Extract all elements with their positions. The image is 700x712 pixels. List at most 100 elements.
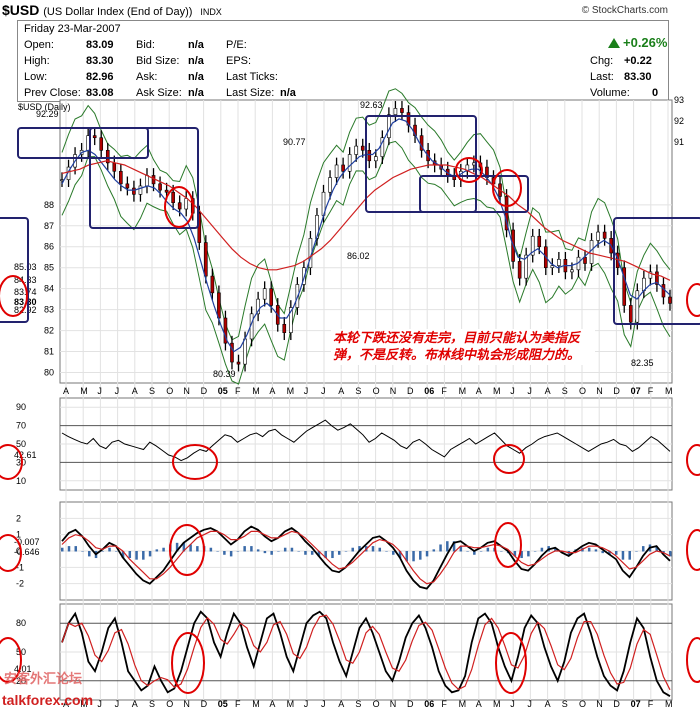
annotation-circle xyxy=(172,444,218,480)
macd-histogram-bar xyxy=(324,551,327,559)
chg-value: +0.22 xyxy=(624,55,652,67)
macd-histogram-bar xyxy=(290,547,294,552)
macd-line xyxy=(61,525,671,590)
ask-label: Ask: xyxy=(136,71,158,83)
price-candle xyxy=(504,196,509,231)
macd-current-label: -0.007 xyxy=(14,537,40,547)
price-candle xyxy=(393,108,398,115)
x-tick-label: D xyxy=(407,386,414,396)
stoch-k-line xyxy=(61,610,671,697)
price-candle xyxy=(374,156,378,162)
stockcharts-brand[interactable]: © StockCharts.com xyxy=(581,5,668,16)
price-annotation: 92.63 xyxy=(360,100,383,110)
macd-histogram-bar xyxy=(250,546,253,552)
x-tick-label-bottom: M xyxy=(665,699,673,709)
x-tick-label-bottom: J xyxy=(510,699,515,709)
price-candle xyxy=(289,307,293,333)
price-candle xyxy=(164,189,169,193)
last-label: Last: xyxy=(590,71,614,83)
last-size-value: n/a xyxy=(280,87,296,99)
macd-histogram-bar xyxy=(554,547,557,552)
macd-tick-label: 2 xyxy=(16,513,21,523)
price-candle xyxy=(341,164,345,172)
macd-histogram-bar xyxy=(310,551,314,555)
annotation-circle xyxy=(686,444,700,476)
macd-histogram-bar xyxy=(67,546,71,552)
price-candle xyxy=(387,114,391,139)
x-tick-label: S xyxy=(149,386,155,396)
x-tick-label-bottom: A xyxy=(132,699,138,709)
low-label: Low: xyxy=(24,71,48,83)
price-candle xyxy=(105,150,110,164)
x-tick-label: O xyxy=(166,386,173,396)
price-candle xyxy=(655,271,659,285)
price-candle xyxy=(530,235,535,256)
x-tick-label: N xyxy=(183,386,190,396)
chg-label: Chg: xyxy=(590,55,614,67)
price-candle xyxy=(243,338,247,365)
macd-histogram-bar xyxy=(641,546,645,552)
macd-histogram-bar xyxy=(148,551,152,557)
price-candle xyxy=(635,290,640,323)
annotation-box xyxy=(0,217,29,323)
rsi-tick-label: 70 xyxy=(16,421,26,431)
x-tick-label-bottom: N xyxy=(390,699,397,709)
macd-histogram-bar xyxy=(270,551,273,555)
x-tick-label-bottom: M xyxy=(459,699,467,709)
macd-histogram-bar xyxy=(304,551,307,555)
macd-histogram-bar xyxy=(614,551,618,555)
price-candle xyxy=(661,284,666,298)
x-tick-label-bottom: A xyxy=(545,699,551,709)
macd-histogram-bar xyxy=(587,547,591,552)
macd-histogram-bar xyxy=(385,551,388,552)
macd-histogram-bar xyxy=(128,551,132,559)
macd-histogram-bar xyxy=(473,551,476,555)
annotation-circle xyxy=(169,524,205,576)
annotation-circle xyxy=(171,632,205,694)
high-label: High: xyxy=(24,55,50,67)
macd-histogram-bar xyxy=(398,551,402,559)
macd-histogram-bar xyxy=(669,551,672,557)
macd-histogram-bar xyxy=(446,541,449,552)
macd-histogram-bar xyxy=(277,551,280,552)
macd-signal-line xyxy=(61,530,671,585)
percent-change: +0.26% xyxy=(608,35,667,50)
rsi-tick-label: 50 xyxy=(16,439,26,449)
price-candle xyxy=(138,185,143,195)
rsi-line xyxy=(61,419,671,462)
macd-tick-label: -2 xyxy=(16,579,24,589)
macd-histogram-bar xyxy=(121,551,125,559)
macd-histogram-bar xyxy=(108,547,111,552)
bid-value: n/a xyxy=(188,39,204,51)
macd-histogram-bar xyxy=(256,549,260,552)
annotation-box xyxy=(613,217,700,325)
x-tick-label-bottom: F xyxy=(235,699,241,709)
x-tick-label-bottom: M xyxy=(252,699,260,709)
macd-histogram-bar xyxy=(635,551,638,552)
x-tick-label: M xyxy=(459,386,467,396)
macd-histogram-bar xyxy=(216,551,219,552)
macd-histogram-bar xyxy=(155,549,159,552)
security-name: (US Dollar Index (End of Day)) xyxy=(43,6,193,18)
x-tick-label: D xyxy=(201,386,208,396)
x-tick-label: M xyxy=(80,386,88,396)
bid-size-value: n/a xyxy=(188,55,204,67)
price-candle xyxy=(380,137,385,157)
price-candle xyxy=(354,145,358,155)
x-tick-label-bottom: J xyxy=(321,699,326,709)
x-tick-label-bottom: J xyxy=(97,699,102,709)
macd-histogram-bar xyxy=(540,547,544,552)
price-candle xyxy=(537,235,542,248)
macd-histogram-bar xyxy=(608,551,611,555)
macd-histogram-bar xyxy=(101,551,105,552)
percent-change-value: +0.26% xyxy=(623,35,668,50)
x-tick-label: F xyxy=(235,386,241,396)
annotation-circle xyxy=(686,637,700,683)
x-tick-label: A xyxy=(545,386,551,396)
macd-histogram-bar xyxy=(344,551,348,552)
x-tick-label: A xyxy=(269,386,275,396)
macd-histogram-bar xyxy=(263,551,267,554)
macd-histogram-bar xyxy=(74,546,78,552)
stoch-d-line xyxy=(61,614,671,691)
macd-histogram-bar xyxy=(371,546,375,552)
